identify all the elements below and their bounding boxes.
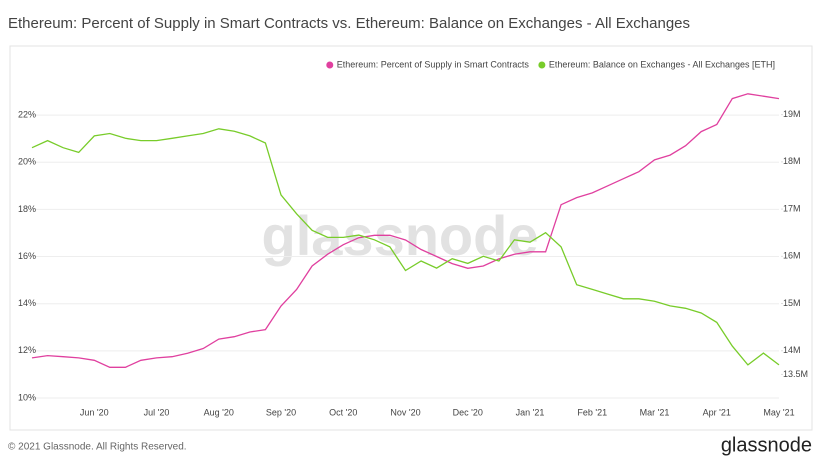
series-line <box>31 128 780 366</box>
x-tick-label: Nov '20 <box>390 407 420 417</box>
y2-tick-label: 14M <box>783 345 801 355</box>
x-tick-label: Jun '20 <box>80 407 109 417</box>
y-tick-label: 14% <box>18 298 36 308</box>
x-tick-label: Mar '21 <box>640 407 670 417</box>
y-tick-label: 10% <box>18 392 36 402</box>
x-tick-label: Sep '20 <box>266 407 296 417</box>
logo: glassnode <box>721 434 812 456</box>
x-tick-label: Feb '21 <box>577 407 607 417</box>
x-tick-label: Jan '21 <box>516 407 545 417</box>
y-tick-label: 12% <box>18 345 36 355</box>
x-tick-label: May '21 <box>763 407 794 417</box>
y2-tick-label: 18M <box>783 156 801 166</box>
chart-title: Ethereum: Percent of Supply in Smart Con… <box>8 15 690 32</box>
y-tick-label: 22% <box>18 109 36 119</box>
legend-label: Ethereum: Balance on Exchanges - All Exc… <box>549 59 775 69</box>
legend-marker <box>326 61 334 69</box>
copyright: © 2021 Glassnode. All Rights Reserved. <box>8 442 187 453</box>
legend-label: Ethereum: Percent of Supply in Smart Con… <box>337 59 530 69</box>
series-line <box>31 93 780 368</box>
y2-tick-label: 17M <box>783 203 801 213</box>
y2-tick-label: 15M <box>783 298 801 308</box>
y-tick-label: 18% <box>18 204 36 214</box>
chart-frame <box>9 45 813 431</box>
y-tick-label: 16% <box>18 251 36 261</box>
y2-tick-label: 19M <box>783 109 801 119</box>
x-tick-label: Oct '20 <box>329 407 357 417</box>
x-tick-label: Apr '21 <box>703 407 731 417</box>
x-tick-label: Aug '20 <box>204 407 234 417</box>
y2-tick-label: 16M <box>783 251 801 261</box>
x-tick-label: Dec '20 <box>453 407 483 417</box>
legend-marker <box>538 61 546 69</box>
watermark: glassnode <box>262 204 539 267</box>
x-tick-label: Jul '20 <box>144 407 170 417</box>
y-tick-label: 20% <box>18 157 36 167</box>
y2-tick-label: 13.5M <box>783 369 808 379</box>
